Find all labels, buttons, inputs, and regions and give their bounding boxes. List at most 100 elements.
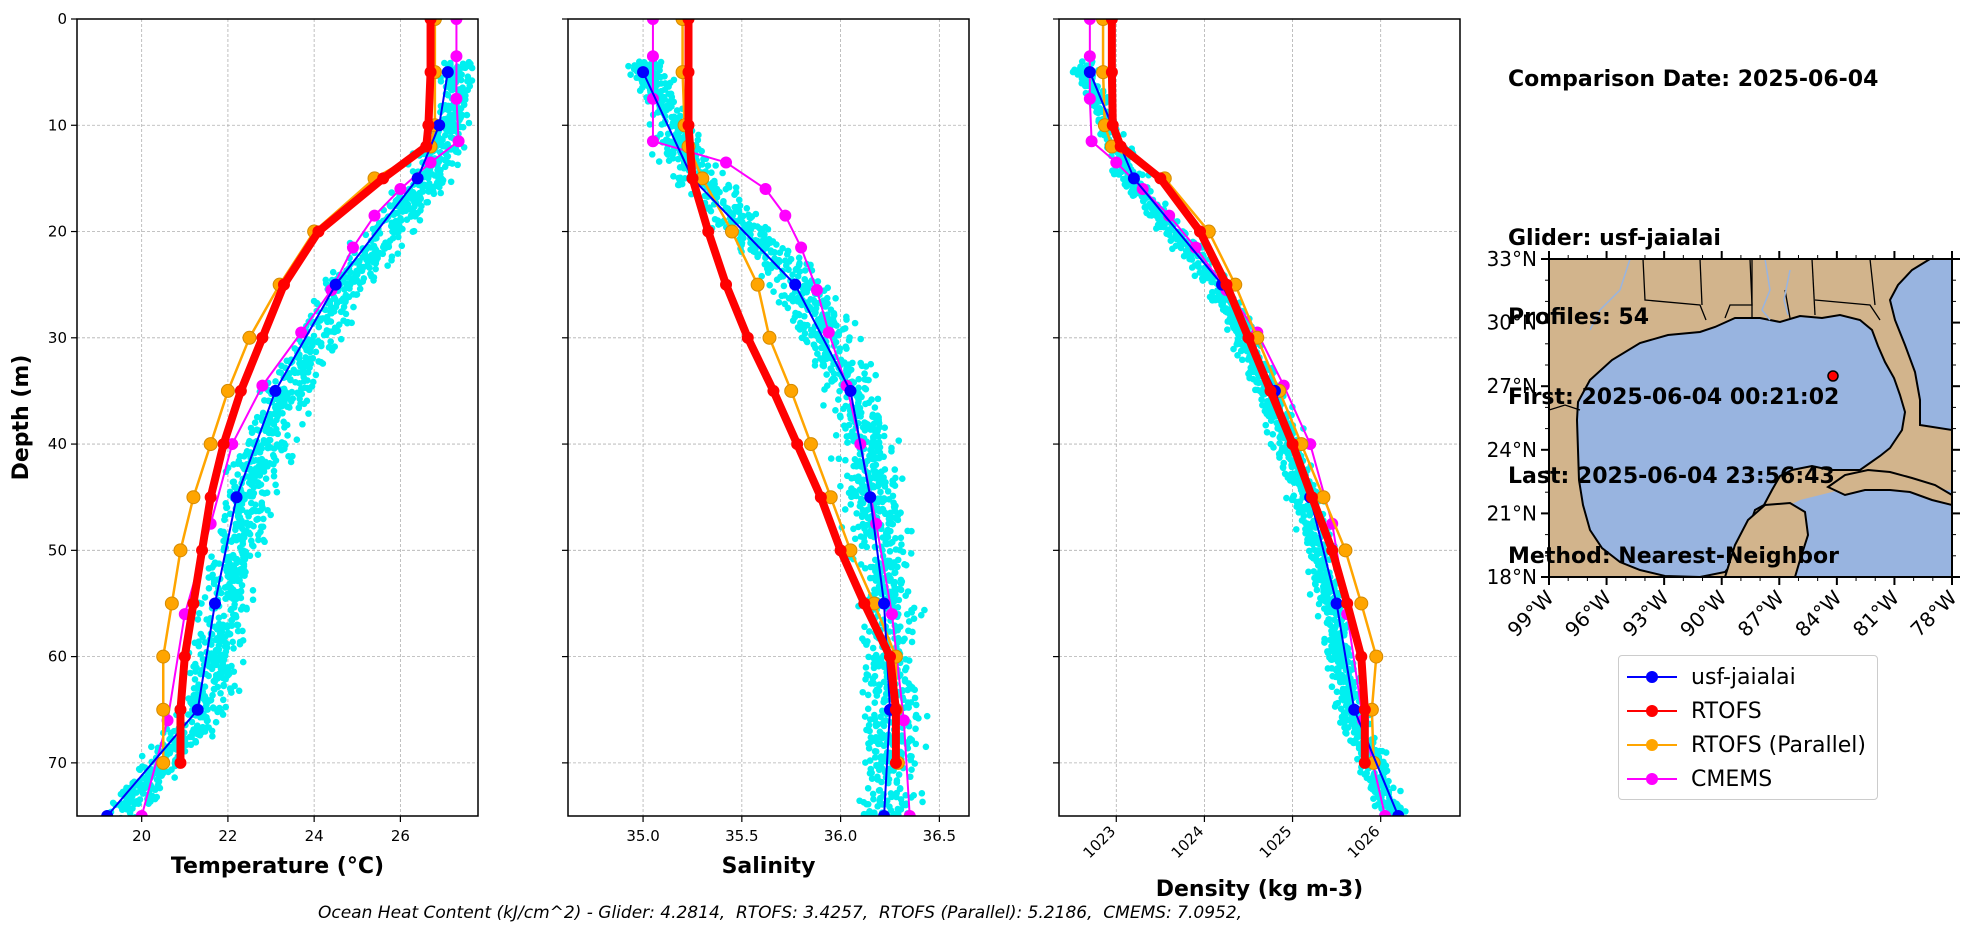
- scatter-point: [1384, 818, 1391, 825]
- legend-label: CMEMS: [1691, 766, 1773, 792]
- scatter-point: [918, 790, 926, 797]
- scatter-point: [866, 716, 874, 723]
- scatter-point: [413, 210, 420, 218]
- scatter-point: [908, 606, 915, 614]
- scatter-point: [826, 318, 833, 325]
- series-point: [897, 714, 910, 727]
- scatter-point: [871, 754, 879, 761]
- scatter-point: [1328, 665, 1336, 672]
- scatter-point: [801, 275, 809, 283]
- y-tick-label: 0: [57, 10, 67, 28]
- series-point: [1392, 810, 1405, 816]
- scatter-point: [897, 796, 905, 803]
- series-point: [750, 277, 765, 292]
- scatter-point: [222, 703, 230, 711]
- series-point: [329, 278, 342, 291]
- scatter-point: [867, 446, 874, 454]
- scatter-point: [403, 216, 411, 224]
- scatter-point: [884, 488, 892, 495]
- scatter-point: [1262, 421, 1270, 429]
- scatter-point: [670, 76, 678, 84]
- scatter-point: [902, 703, 910, 711]
- scatter-point: [810, 341, 818, 349]
- scatter-point: [1322, 583, 1329, 591]
- scatter-point: [812, 304, 820, 312]
- scatter-point: [845, 489, 853, 497]
- series-point: [450, 92, 463, 105]
- scatter-point: [215, 614, 223, 622]
- series-point: [452, 135, 465, 148]
- scatter-point: [897, 806, 905, 813]
- scatter-point: [1230, 345, 1237, 353]
- scatter-point: [234, 471, 241, 478]
- scatter-point: [907, 699, 915, 706]
- scatter-point: [1341, 719, 1348, 726]
- scatter-point: [1297, 483, 1304, 491]
- series-point: [312, 225, 325, 238]
- series-point: [1354, 596, 1369, 611]
- series-point: [1305, 491, 1318, 504]
- scatter-point: [698, 161, 706, 168]
- scatter-point: [187, 741, 195, 749]
- scatter-point: [292, 378, 299, 386]
- scatter-point: [894, 603, 902, 611]
- series-point: [1264, 384, 1277, 397]
- scatter-point: [695, 131, 702, 139]
- scatter-point: [885, 496, 893, 503]
- scatter-point: [448, 80, 455, 88]
- series-point: [411, 172, 424, 185]
- scatter-point: [886, 548, 894, 555]
- scatter-point: [236, 453, 244, 460]
- scatter-point: [370, 242, 378, 250]
- series-point: [791, 438, 804, 451]
- scatter-point: [658, 121, 666, 128]
- scatter-point: [780, 282, 788, 290]
- scatter-point: [1371, 802, 1379, 810]
- scatter-point: [904, 527, 911, 535]
- scatter-point: [912, 725, 919, 733]
- scatter-point: [882, 690, 890, 698]
- scatter-point: [735, 217, 742, 224]
- scatter-point: [232, 568, 239, 575]
- scatter-point: [321, 331, 329, 339]
- scatter-point: [664, 130, 672, 138]
- scatter-point: [888, 538, 896, 546]
- legend-swatch-rtofs: [1627, 701, 1677, 721]
- x-tick-label: 22: [218, 827, 237, 845]
- glider-name: Glider: usf-jaialai: [1508, 225, 1721, 251]
- scatter-point: [326, 343, 333, 351]
- scatter-point: [424, 198, 432, 206]
- scatter-point: [155, 778, 163, 785]
- scatter-point: [893, 789, 900, 797]
- axes-frame: [1058, 18, 1461, 817]
- scatter-point: [448, 125, 456, 132]
- scatter-point: [284, 394, 291, 402]
- scatter-point: [1300, 512, 1308, 520]
- scatter-point: [814, 350, 821, 357]
- scatter-point: [1141, 203, 1149, 211]
- scatter-point: [876, 728, 884, 736]
- scatter-point: [153, 769, 160, 777]
- scatter-point: [863, 800, 870, 808]
- scatter-point: [842, 456, 849, 464]
- scatter-point: [201, 692, 209, 700]
- scatter-point: [252, 456, 260, 464]
- scatter-point: [231, 601, 238, 608]
- scatter-point: [1209, 297, 1216, 304]
- scatter-point: [216, 652, 224, 659]
- y-tick-label: 10: [48, 116, 67, 134]
- scatter-point: [327, 318, 335, 325]
- map-water-atlantic: [1888, 259, 1952, 432]
- scatter-point: [713, 194, 721, 201]
- scatter-point: [835, 396, 842, 403]
- scatter-point: [422, 169, 429, 176]
- scatter-point: [1340, 678, 1347, 685]
- scatter-point: [657, 130, 664, 138]
- scatter-point: [866, 452, 873, 460]
- scatter-point: [209, 650, 217, 658]
- scatter-point: [880, 722, 888, 730]
- legend-swatch-cmems: [1627, 769, 1677, 789]
- scatter-point: [868, 439, 876, 446]
- scatter-point: [261, 397, 268, 404]
- scatter-point: [226, 630, 234, 638]
